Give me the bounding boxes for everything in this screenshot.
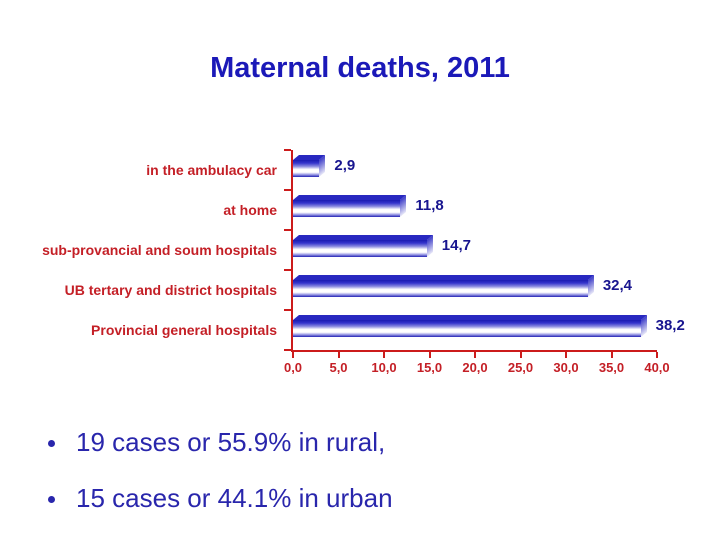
bullet-text: 15 cases or 44.1% in urban [76, 482, 393, 513]
bar [293, 280, 588, 297]
plot-area: 2,9 11,8 14,7 32,4 38,2 [284, 149, 685, 358]
bullet-text: 19 cases or 55.9% in rural, [76, 427, 386, 457]
x-axis-tick [656, 352, 658, 358]
chart-row: 32,4 [293, 270, 657, 310]
category-label: in the ambulacy car [146, 162, 277, 178]
category-label: UB tertary and district hospitals [64, 282, 277, 298]
category-axis: in the ambulacy car at home sub-provanci… [0, 150, 277, 350]
bar-value-label: 38,2 [655, 317, 685, 334]
bullet-dot [48, 440, 55, 447]
x-axis-tick [428, 352, 431, 358]
y-axis-tick [284, 229, 291, 231]
value-axis-labels: 0,0 5,0 10,0 15,0 20,0 25,0 30,0 35,0 40,0 [284, 360, 670, 380]
y-axis-tick [284, 149, 291, 151]
x-axis-label: 25,0 [507, 360, 534, 375]
bar [293, 160, 320, 177]
x-axis-label: 40,0 [644, 360, 670, 375]
bullet-item: 19 cases or 55.9% in rural, [48, 427, 700, 458]
bullet-list: 19 cases or 55.9% in rural, 15 cases or … [48, 427, 700, 540]
y-axis-tick [284, 189, 291, 191]
x-axis-tick [292, 352, 294, 358]
x-axis-tick [565, 352, 567, 358]
bar-value-label: 32,4 [602, 277, 633, 294]
x-axis-tick [610, 352, 613, 358]
x-axis-label: 15,0 [416, 360, 443, 375]
x-axis-tick [474, 352, 476, 358]
category-label: Provincial general hospitals [91, 322, 277, 338]
chart-row: 11,8 [293, 190, 657, 230]
chart-row: 38,2 [293, 310, 685, 350]
x-axis-label: 20,0 [462, 360, 488, 375]
chart-row: 2,9 [293, 150, 657, 190]
bullet-item: 15 cases or 44.1% in urban [48, 482, 700, 514]
bar [293, 200, 401, 217]
x-axis-tick [519, 352, 522, 358]
page-title: Maternal deaths, 2011 [210, 52, 510, 84]
category-label: at home [223, 202, 277, 218]
x-axis-label: 0,0 [283, 360, 303, 375]
category-label: sub-provancial and soum hospitals [42, 242, 277, 258]
bullet-dot [48, 495, 55, 503]
bar [293, 240, 427, 257]
x-axis-label: 10,0 [371, 360, 397, 375]
x-axis-label: 30,0 [553, 360, 579, 375]
y-axis-tick [284, 309, 291, 311]
bar-value-label: 11,8 [415, 197, 444, 214]
bar [293, 320, 641, 337]
x-axis-label: 35,0 [598, 360, 625, 375]
y-axis-tick [284, 269, 291, 271]
bar-value-label: 2,9 [334, 157, 356, 174]
x-axis-label: 5,0 [329, 360, 348, 375]
chart-row: 14,7 [293, 230, 657, 270]
y-axis-tick [284, 349, 291, 351]
x-axis-tick [337, 352, 340, 358]
bar-value-label: 14,7 [441, 237, 471, 254]
x-axis-tick [383, 352, 385, 358]
